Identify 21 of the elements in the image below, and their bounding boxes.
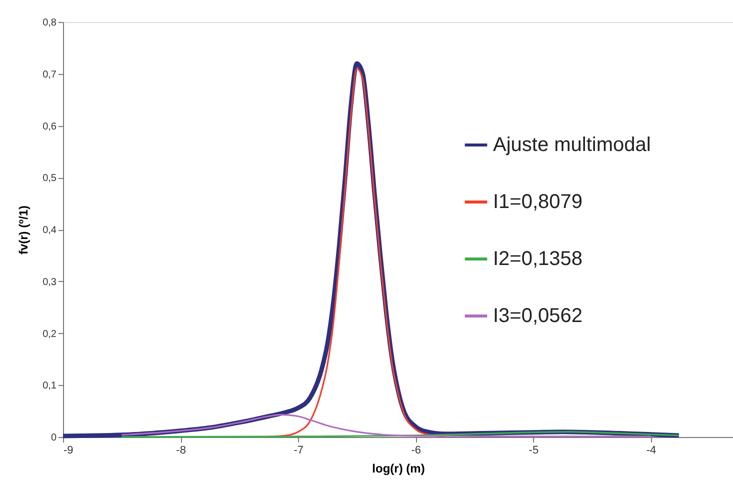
x-tick-label: -5 — [528, 444, 539, 456]
y-tick-label: 0,3 — [42, 276, 57, 288]
x-tick-label: -8 — [176, 444, 186, 456]
legend-label: I2=0,1358 — [493, 248, 583, 270]
y-tick-label: 0 — [50, 432, 57, 444]
y-tick-label: 0,8 — [42, 18, 57, 28]
x-tick-label: -4 — [646, 444, 656, 456]
legend-label: Ajuste multimodal — [493, 134, 651, 156]
x-axis-title: log(r) (m) — [372, 462, 425, 476]
y-tick-label: 0,2 — [42, 328, 57, 340]
legend-label: I1=0,8079 — [493, 191, 583, 213]
x-tick-label: -9 — [64, 444, 74, 456]
y-axis-title: fv(r) (º/1) — [16, 205, 31, 255]
y-tick-label: 0,4 — [42, 225, 57, 236]
x-tick-label: -6 — [411, 444, 422, 456]
x-tick-label: -7 — [294, 444, 304, 456]
legend-label: I3=0,0562 — [493, 305, 583, 327]
y-tick-label: 0,5 — [42, 173, 57, 184]
y-tick-label: 0,1 — [42, 380, 57, 392]
y-tick-label: 0,7 — [42, 69, 57, 80]
y-tick-label: 0,6 — [42, 121, 57, 132]
